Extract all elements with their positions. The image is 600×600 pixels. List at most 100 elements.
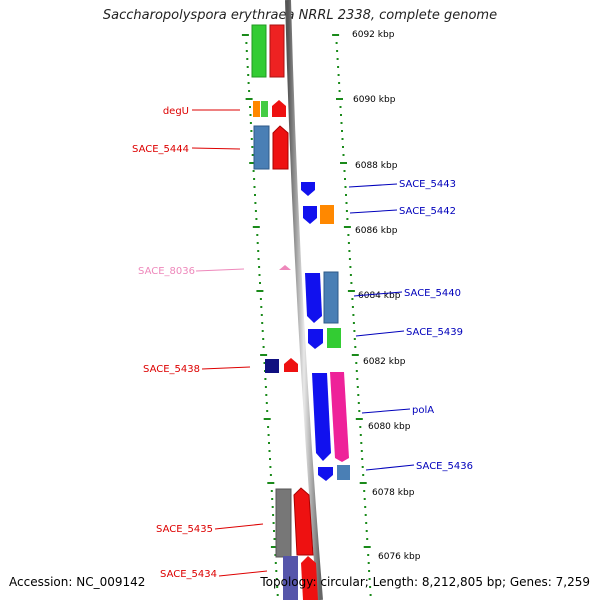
gene-label-SACE_5438[interactable]: SACE_5438	[143, 364, 200, 375]
tick-mark	[357, 402, 360, 404]
tick-mark	[335, 42, 338, 44]
tick-mark	[241, 34, 249, 36]
gene-label-SACE_5444[interactable]: SACE_5444	[132, 144, 189, 155]
tick-mark	[344, 178, 346, 180]
topology-text: Topology: circular; Length: 8,212,805 bp…	[260, 575, 590, 589]
tick-mark	[345, 202, 348, 204]
tick-mark	[337, 74, 340, 76]
tick-mark	[272, 522, 275, 524]
tick-mark	[340, 162, 347, 164]
tick-mark	[368, 570, 371, 572]
gene-feature-SACE_5440-steel[interactable]	[323, 271, 339, 324]
tick-mark	[338, 90, 341, 92]
gene-feature-red[interactable]	[269, 24, 285, 78]
gene-feature-SACE_5444-steel[interactable]	[253, 125, 270, 170]
tick-mark	[256, 234, 259, 236]
tick-mark	[343, 170, 346, 172]
tick-mark	[361, 458, 364, 460]
tick-mark	[271, 506, 274, 508]
gene-feature-SACE_5435[interactable]	[293, 487, 314, 556]
gene-feature-SACE_5434-purple[interactable]	[283, 556, 298, 600]
gene-label-SACE_5435[interactable]: SACE_5435	[156, 524, 213, 535]
tick-mark	[341, 130, 343, 132]
gene-label-SACE_5440[interactable]: SACE_5440	[404, 288, 461, 299]
tick-mark	[245, 42, 248, 44]
tick-mark	[337, 66, 340, 68]
gene-features	[251, 24, 350, 600]
tick-mark	[271, 498, 274, 500]
gene-feature-SACE_5436[interactable]	[318, 467, 333, 481]
tick-mark	[263, 418, 271, 420]
tick-mark	[246, 66, 249, 68]
tick-mark	[249, 114, 252, 116]
tick-mark	[345, 210, 348, 212]
tick-mark	[264, 378, 267, 380]
gene-feature-SACE_5439[interactable]	[308, 329, 323, 349]
gene-feature-SACE_5440[interactable]	[305, 273, 322, 323]
tick-mark	[259, 298, 262, 300]
tick-mark	[254, 210, 257, 212]
gene-feature-degU-green[interactable]	[261, 101, 268, 117]
gene-feature-polA[interactable]	[312, 373, 331, 461]
tick-mark	[250, 130, 253, 132]
gene-feature-SACE_5434[interactable]	[301, 556, 318, 600]
gene-label-SACE_5443[interactable]: SACE_5443	[399, 179, 456, 190]
kbp-mark: 6082 kbp	[363, 357, 406, 367]
gene-feature-SACE_5442[interactable]	[303, 206, 317, 224]
tick-mark	[251, 146, 254, 148]
tick-mark	[251, 154, 254, 156]
gene-label-SACE_8036[interactable]: SACE_8036	[138, 266, 195, 277]
tick-mark	[276, 586, 279, 588]
tick-mark	[345, 194, 347, 196]
tick-mark	[356, 378, 359, 380]
gene-feature-SACE_5436-steel[interactable]	[337, 465, 350, 480]
tick-mark	[366, 538, 369, 540]
tick-mark	[349, 266, 352, 268]
gene-label-SACE_5442[interactable]: SACE_5442	[399, 206, 456, 217]
gene-feature-SACE_5444[interactable]	[272, 125, 289, 170]
gene-label-SACE_5434[interactable]: SACE_5434	[160, 569, 217, 580]
tick-mark	[359, 426, 362, 428]
tick-mark	[365, 522, 368, 524]
tick-mark	[360, 450, 363, 452]
gene-feature-green[interactable]	[251, 24, 267, 78]
tick-mark	[256, 242, 259, 244]
tick-mark	[364, 506, 367, 508]
gene-label-SACE_5439[interactable]: SACE_5439	[406, 327, 463, 338]
tick-mark	[257, 250, 260, 252]
tick-mark	[254, 194, 256, 196]
gene-label-SACE_5436[interactable]: SACE_5436	[416, 461, 473, 472]
tick-mark	[351, 306, 354, 308]
tick-mark	[353, 330, 356, 332]
tick-mark	[348, 258, 351, 260]
accession-text: Accession: NC_009142	[9, 575, 146, 589]
gene-feature-SACE_5443[interactable]	[301, 182, 315, 196]
gene-label-polA[interactable]: polA	[412, 405, 434, 416]
tick-mark	[336, 58, 339, 60]
tick-mark	[349, 274, 352, 276]
tick-mark	[258, 274, 261, 276]
tick-mark	[256, 290, 264, 292]
gene-feature-SACE_5435-gray[interactable]	[275, 488, 292, 558]
tick-mark	[350, 282, 353, 284]
gene-label-degU[interactable]: degU	[163, 106, 189, 117]
tick-mark	[247, 74, 250, 76]
tick-mark	[332, 34, 340, 36]
tick-mark	[362, 474, 365, 476]
gene-feature-SACE_8036[interactable]	[279, 265, 291, 270]
tick-mark	[369, 594, 372, 596]
tick-mark	[253, 186, 256, 188]
gene-feature-SACE_5442-orange[interactable]	[320, 205, 334, 224]
gene-feature-SACE_5438[interactable]	[284, 358, 298, 372]
tick-mark	[276, 594, 279, 596]
gene-feature-polA-pink[interactable]	[330, 372, 349, 462]
gene-feature-degU[interactable]	[272, 100, 286, 117]
gene-feature-SACE_5438-navy[interactable]	[265, 359, 279, 373]
left-tick-rail	[241, 34, 279, 596]
tick-mark	[249, 162, 257, 164]
gene-feature-SACE_5439-green[interactable]	[327, 328, 341, 348]
tick-mark	[353, 338, 356, 340]
tick-mark	[250, 138, 253, 140]
tick-mark	[262, 338, 265, 340]
gene-feature-degU-orange[interactable]	[253, 101, 260, 117]
